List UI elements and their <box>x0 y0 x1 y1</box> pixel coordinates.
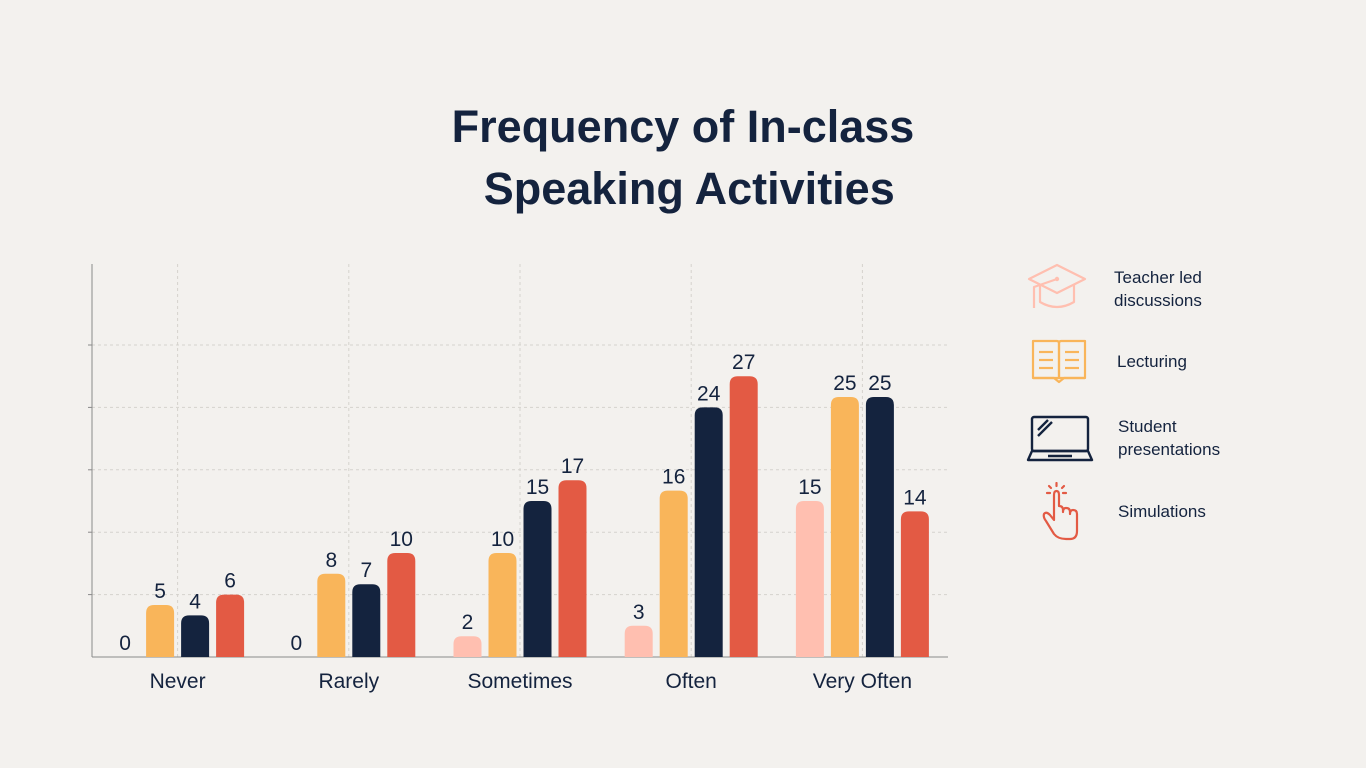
graduation-cap-icon <box>1027 263 1087 309</box>
laptop-icon <box>1026 415 1094 462</box>
data-label-teacher-led-discussions-never: 0 <box>119 632 131 655</box>
x-tick-label-often: Often <box>666 670 717 693</box>
data-label-lecturing-very-often: 25 <box>833 372 856 395</box>
bar-lecturing-often <box>659 490 688 657</box>
data-label-student-presentations-sometimes: 15 <box>526 476 549 499</box>
data-label-simulations-never: 6 <box>224 570 236 593</box>
bar-lecturing-very-often <box>830 397 859 657</box>
bar-simulations-very-often <box>900 511 929 657</box>
pointing-hand-icon <box>1042 482 1079 541</box>
legend-label-simulations: Simulations <box>1118 502 1206 521</box>
data-label-teacher-led-discussions-sometimes: 2 <box>462 611 474 634</box>
chart-title-line-2: Speaking Activities <box>471 163 895 214</box>
data-label-simulations-rarely: 10 <box>390 528 413 551</box>
data-label-teacher-led-discussions-often: 3 <box>633 601 645 624</box>
x-tick-label-rarely: Rarely <box>318 670 379 693</box>
bar-student-presentations-sometimes <box>523 501 552 657</box>
x-tick-label-sometimes: Sometimes <box>467 670 572 693</box>
legend-label-lecturing: Lecturing <box>1117 352 1187 371</box>
bar-lecturing-rarely <box>317 573 346 657</box>
bar-student-presentations-rarely <box>352 584 381 657</box>
bar-teacher-led-discussions-very-often <box>795 501 824 657</box>
data-label-teacher-led-discussions-very-often: 15 <box>798 476 821 499</box>
bar-simulations-sometimes <box>558 480 587 657</box>
legend-label-student-presentations: Student presentations <box>1118 417 1221 459</box>
data-label-simulations-sometimes: 17 <box>561 455 584 478</box>
bar-student-presentations-often <box>694 407 723 657</box>
data-label-lecturing-rarely: 8 <box>325 549 337 572</box>
data-label-lecturing-sometimes: 10 <box>491 528 514 551</box>
bar-simulations-rarely <box>387 553 416 657</box>
data-label-student-presentations-very-often: 25 <box>868 372 891 395</box>
bar-lecturing-never <box>146 605 175 657</box>
data-label-student-presentations-never: 4 <box>189 590 201 613</box>
x-tick-label-very-often: Very Often <box>813 670 912 693</box>
bar-teacher-led-discussions-sometimes <box>453 636 482 657</box>
bar-student-presentations-never <box>181 615 210 657</box>
data-label-simulations-often: 27 <box>732 351 755 374</box>
bar-simulations-often <box>729 376 758 657</box>
data-label-student-presentations-often: 24 <box>697 382 721 405</box>
legend-label-teacher-led-discussions: Teacher led discussions <box>1114 268 1202 310</box>
bar-simulations-never <box>216 594 245 657</box>
bar-lecturing-sometimes <box>488 553 517 657</box>
data-label-teacher-led-discussions-rarely: 0 <box>290 632 302 655</box>
data-label-lecturing-often: 16 <box>662 466 685 489</box>
bar-teacher-led-discussions-often <box>624 625 653 657</box>
chart-title: Frequency of In-class Speaking Activitie… <box>0 96 1366 220</box>
open-book-icon <box>1031 339 1087 384</box>
x-tick-label-never: Never <box>150 670 206 693</box>
bar-student-presentations-very-often <box>865 397 894 657</box>
data-label-student-presentations-rarely: 7 <box>360 559 372 582</box>
chart-title-line-1: Frequency of In-class <box>451 101 915 152</box>
data-label-simulations-very-often: 14 <box>903 486 927 509</box>
data-label-lecturing-never: 5 <box>154 580 166 603</box>
